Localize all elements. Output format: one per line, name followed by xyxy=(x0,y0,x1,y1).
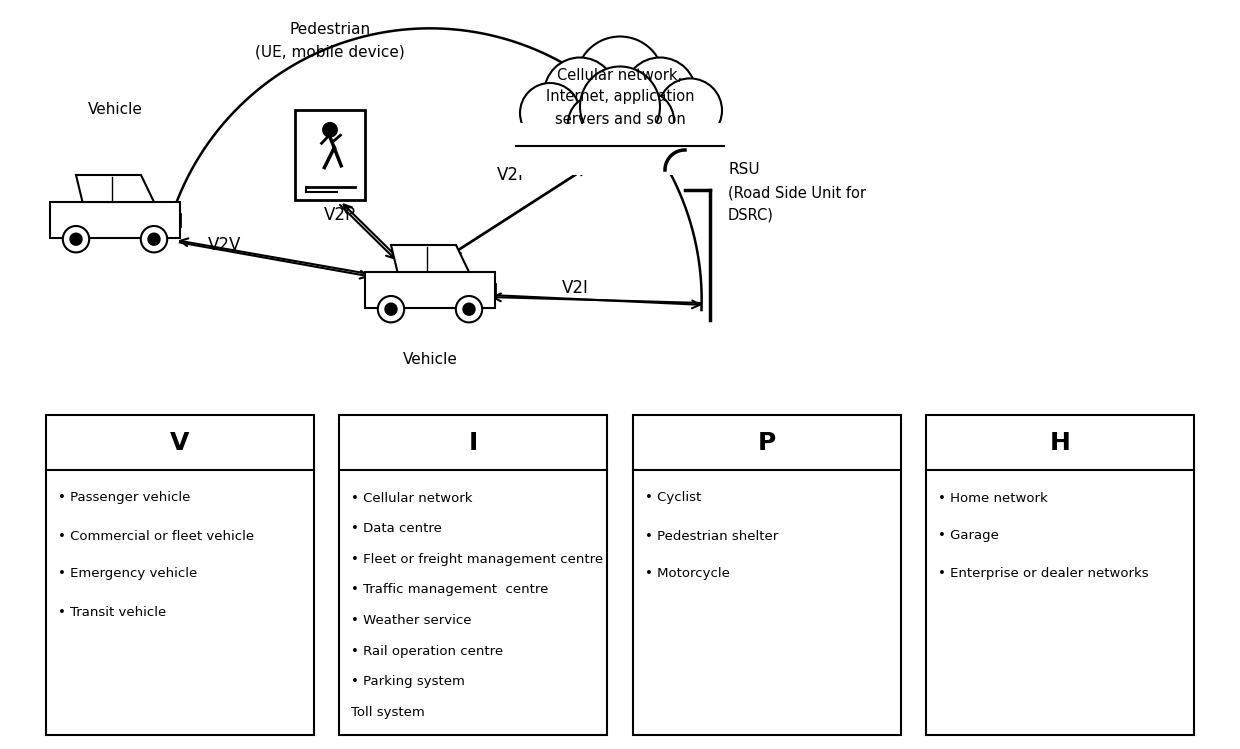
Circle shape xyxy=(624,58,696,130)
Text: • Weather service: • Weather service xyxy=(351,614,471,627)
Circle shape xyxy=(580,67,660,147)
Text: • Fleet or freight management centre: • Fleet or freight management centre xyxy=(351,553,604,565)
Circle shape xyxy=(520,83,580,143)
Text: • Parking system: • Parking system xyxy=(351,676,465,688)
Bar xyxy=(46,415,314,735)
Polygon shape xyxy=(391,245,469,272)
Circle shape xyxy=(544,58,616,130)
Text: V2I: V2I xyxy=(562,279,589,297)
Text: P: P xyxy=(758,431,776,455)
Text: • Passenger vehicle: • Passenger vehicle xyxy=(57,491,190,505)
Bar xyxy=(516,124,724,175)
Text: I: I xyxy=(469,431,477,455)
Circle shape xyxy=(580,67,660,147)
Circle shape xyxy=(456,296,482,322)
Circle shape xyxy=(658,79,722,142)
Circle shape xyxy=(544,58,616,130)
Text: • Rail operation centre: • Rail operation centre xyxy=(351,645,503,658)
Text: Internet, application: Internet, application xyxy=(546,89,694,105)
Circle shape xyxy=(141,226,167,252)
Circle shape xyxy=(63,226,89,252)
Circle shape xyxy=(614,91,675,151)
Text: • Cellular network: • Cellular network xyxy=(351,491,472,505)
Bar xyxy=(926,415,1194,735)
Circle shape xyxy=(463,303,475,315)
Circle shape xyxy=(577,37,663,124)
Text: Vehicle: Vehicle xyxy=(88,103,143,118)
Circle shape xyxy=(568,95,624,151)
Text: • Transit vehicle: • Transit vehicle xyxy=(57,605,166,619)
Text: (Road Side Unit for: (Road Side Unit for xyxy=(728,186,866,201)
Text: • Motorcycle: • Motorcycle xyxy=(645,568,729,580)
Text: V2P: V2P xyxy=(324,206,356,224)
Text: Cellular network,: Cellular network, xyxy=(558,67,682,82)
Text: • Home network: • Home network xyxy=(939,491,1048,505)
Text: H: H xyxy=(1050,431,1071,455)
Circle shape xyxy=(658,79,722,142)
Bar xyxy=(340,415,608,735)
Text: RSU: RSU xyxy=(728,163,760,178)
Bar xyxy=(295,110,365,200)
Text: • Data centre: • Data centre xyxy=(351,522,443,535)
Circle shape xyxy=(520,83,580,143)
Circle shape xyxy=(577,37,663,124)
Text: • Enterprise or dealer networks: • Enterprise or dealer networks xyxy=(939,568,1149,580)
Circle shape xyxy=(148,233,160,245)
Text: • Commercial or fleet vehicle: • Commercial or fleet vehicle xyxy=(57,530,254,542)
Circle shape xyxy=(378,296,404,322)
Bar xyxy=(365,272,495,308)
Text: (UE, mobile device): (UE, mobile device) xyxy=(255,44,405,59)
Text: V: V xyxy=(170,431,190,455)
Text: • Cyclist: • Cyclist xyxy=(645,491,701,505)
Text: Pedestrian: Pedestrian xyxy=(289,22,371,37)
Bar xyxy=(632,415,900,735)
Text: • Garage: • Garage xyxy=(939,530,999,542)
Circle shape xyxy=(384,303,397,315)
Circle shape xyxy=(614,91,675,151)
Bar xyxy=(50,202,180,238)
Text: • Traffic management  centre: • Traffic management centre xyxy=(351,583,548,596)
Text: servers and so on: servers and so on xyxy=(554,112,686,127)
Circle shape xyxy=(568,95,624,151)
Text: V2I: V2I xyxy=(496,166,523,184)
Circle shape xyxy=(69,233,82,245)
Circle shape xyxy=(322,123,337,137)
Text: Toll system: Toll system xyxy=(351,706,425,719)
Polygon shape xyxy=(76,175,154,202)
Circle shape xyxy=(624,58,696,130)
Text: Vehicle: Vehicle xyxy=(403,353,458,368)
Text: • Emergency vehicle: • Emergency vehicle xyxy=(57,568,197,580)
Text: V2V: V2V xyxy=(208,236,242,254)
Text: DSRC): DSRC) xyxy=(728,207,774,222)
Text: • Pedestrian shelter: • Pedestrian shelter xyxy=(645,530,777,542)
